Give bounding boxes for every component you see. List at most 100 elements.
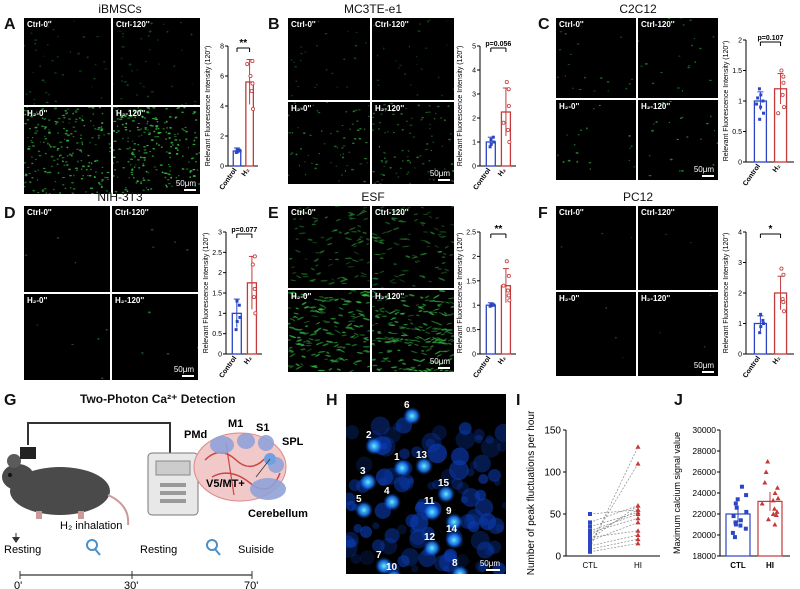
y-tick-label: 28000 <box>692 446 716 456</box>
region-s1: S1 <box>256 422 269 434</box>
panel-d-label: D <box>4 205 16 222</box>
micrograph-label: Ctrl-0'' <box>291 208 316 217</box>
data-point-ctl <box>588 543 592 548</box>
y-tick-label: 0 <box>218 352 222 359</box>
pair-line <box>589 522 639 542</box>
category-label: Control <box>742 355 762 379</box>
micrograph-label: Ctrl-0'' <box>27 208 52 217</box>
y-tick-label: 0 <box>220 164 224 171</box>
micrograph-b-2: Ctrl-120'' <box>372 18 454 100</box>
category-label: H₂ <box>772 163 782 174</box>
data-point <box>762 480 768 485</box>
data-point <box>761 318 765 322</box>
y-tick-label: 0.5 <box>212 331 222 338</box>
micrograph-label: H₂-0'' <box>559 294 580 303</box>
category-label: CTL <box>730 561 746 570</box>
pair-line <box>589 538 639 550</box>
cell-label-1: 1 <box>394 452 400 463</box>
data-point <box>238 148 242 152</box>
bar-Control <box>485 304 496 355</box>
data-point <box>491 303 495 307</box>
cell-label-4: 4 <box>384 486 390 497</box>
micrograph-label: Ctrl-120'' <box>641 20 675 29</box>
cell-label-11: 11 <box>424 496 435 507</box>
data-point <box>773 512 779 518</box>
pair-line <box>589 511 639 527</box>
data-point <box>774 509 780 514</box>
micrograph-label: H₂-120'' <box>375 292 405 301</box>
panel-f-chart: 0 1 2 3 4 Relevant Fluorescence Intensity (12… <box>723 224 794 380</box>
y-tick-label: 1 <box>218 311 222 318</box>
data-point-ctl <box>588 549 592 554</box>
panel-a-chart: 0 2 4 6 8 Relevant Fluorescence Intensity (12… <box>205 38 258 192</box>
data-point <box>779 68 784 73</box>
micrograph-label: H₂-0'' <box>27 109 48 118</box>
data-point <box>781 74 786 79</box>
data-point <box>779 266 784 271</box>
significance-label: p=0.056 <box>485 41 511 48</box>
data-point <box>730 530 735 535</box>
data-point-hi <box>635 536 641 542</box>
category-label: HI <box>634 561 642 570</box>
data-point <box>250 262 255 267</box>
micrograph-c-4: H₂-120'' 50μm <box>638 100 718 180</box>
scale-bar: 50μm <box>430 169 450 181</box>
data-point-ctl <box>588 520 592 525</box>
data-point <box>245 61 250 66</box>
data-point <box>733 501 738 506</box>
data-point-ctl <box>588 533 592 537</box>
y-tick-label: 2 <box>220 134 224 141</box>
y-tick-label: 3 <box>738 260 742 267</box>
panel-b-chart: 0 1 2 3 4 5 Relevant Fluorescence Intensity (1… <box>457 41 516 192</box>
data-point <box>755 102 759 106</box>
panel-e-micrographs: Ctrl-0'' Ctrl-120'' H₂-0'' H₂-120'' 50μm <box>288 206 454 372</box>
significance-label: ** <box>239 38 247 49</box>
data-point-hi <box>635 461 641 466</box>
category-label: Control <box>742 163 762 187</box>
y-tick-label: 24000 <box>692 488 716 498</box>
micrograph-a-2: Ctrl-120'' <box>113 18 200 105</box>
pair-line <box>589 446 639 548</box>
micrograph-b-4: H₂-120'' 50μm <box>372 102 454 184</box>
y-tick-label: 0.5 <box>732 129 742 136</box>
panel-f-title: PC12 <box>622 190 654 204</box>
cell-label-5: 5 <box>356 494 362 505</box>
y-tick-label: 5 <box>472 44 476 51</box>
significance-label: ** <box>494 224 502 235</box>
micrograph-b-3: H₂-0'' <box>288 102 370 184</box>
y-tick-label: 150 <box>544 426 561 437</box>
data-point <box>744 509 749 514</box>
category-label: H₂ <box>497 167 507 178</box>
data-point <box>781 272 786 277</box>
data-point <box>772 490 778 495</box>
data-point <box>759 501 765 506</box>
pair-line <box>589 543 639 553</box>
cell-label-7: 7 <box>376 550 382 561</box>
cell-label-6: 6 <box>404 400 410 411</box>
panel-j-chart: 18000 20000 22000 24000 26000 28000 30000 Maxim… <box>672 425 790 570</box>
micrograph-label: Ctrl-0'' <box>27 20 52 29</box>
data-point <box>250 58 255 63</box>
data-point <box>758 117 762 121</box>
category-label: H₂ <box>772 355 782 366</box>
y-tick-label: 0.5 <box>466 327 476 334</box>
data-point <box>770 511 776 516</box>
y-tick-label: 4 <box>738 230 742 237</box>
data-point <box>505 288 510 293</box>
data-point <box>758 331 762 335</box>
significance-label: p=0.107 <box>758 35 784 42</box>
data-point <box>249 89 254 94</box>
cell-label-13: 13 <box>416 450 428 461</box>
data-point <box>252 254 257 259</box>
panel-c-title: C2C12 <box>619 2 657 16</box>
data-point <box>506 104 511 109</box>
pair-line <box>589 513 639 532</box>
y-tick-label: 1 <box>472 140 476 147</box>
tick-70: 70' <box>244 580 258 589</box>
data-point <box>733 522 738 527</box>
cell-label-8: 8 <box>452 558 458 569</box>
y-tick-label: 3 <box>218 230 222 237</box>
micrograph-f-2: Ctrl-120'' <box>638 206 718 290</box>
micrograph-d-1: Ctrl-0'' <box>24 206 110 292</box>
panel-a-label: A <box>4 16 16 33</box>
